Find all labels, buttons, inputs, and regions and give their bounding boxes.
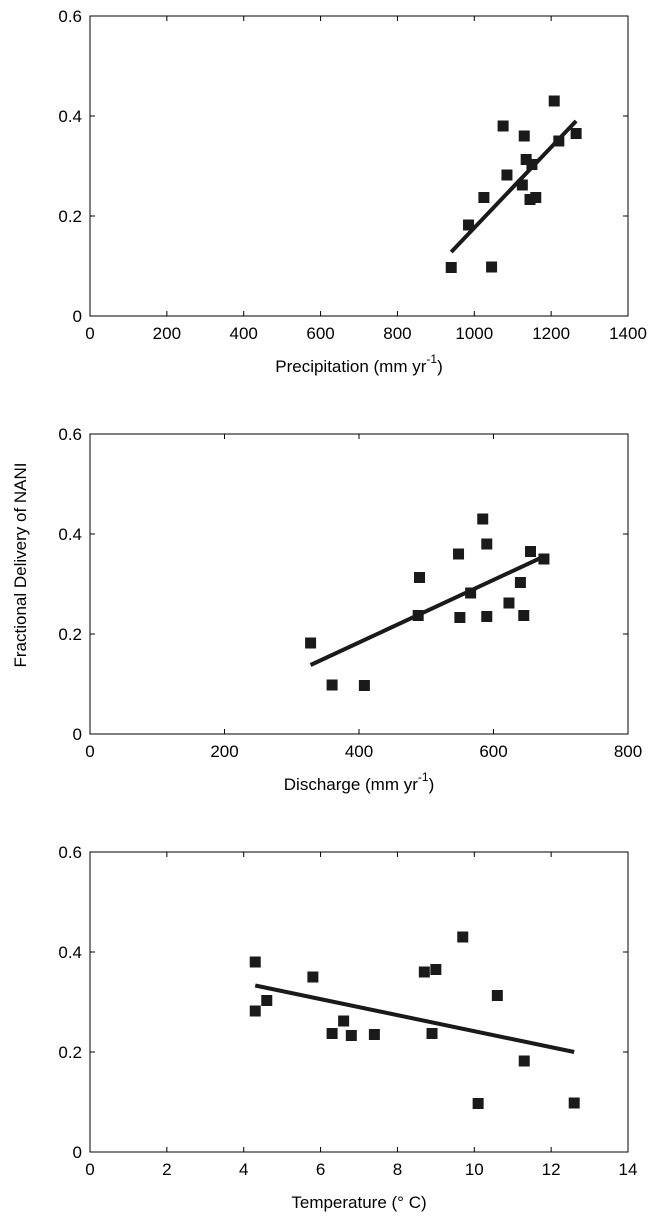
precip-x-axis-label-sup: -1 <box>426 352 437 366</box>
temp-data-point <box>249 956 261 968</box>
discharge-x-tick-label: 600 <box>479 742 507 761</box>
discharge-data-point <box>503 597 515 609</box>
precip-data-point <box>497 120 509 132</box>
temp-data-point <box>338 1015 350 1027</box>
temp-x-tick-label: 14 <box>619 1160 638 1179</box>
precip-y-tick-label: 0.6 <box>58 7 82 26</box>
precip-x-tick-label: 0 <box>85 324 94 343</box>
discharge-data-point <box>412 610 424 621</box>
discharge-fit-line <box>309 553 547 667</box>
precip-x-axis-label-main: Precipitation (mm yr <box>275 357 426 376</box>
discharge-data-point <box>524 546 536 557</box>
discharge-x-axis-label-tail: ) <box>429 775 435 794</box>
precip-x-tick-label: 1000 <box>455 324 493 343</box>
precip-data-point <box>518 130 530 142</box>
discharge-data-point <box>465 587 477 599</box>
temp-axes-frame <box>89 851 629 1153</box>
precip-x-tick-label: 200 <box>153 324 181 343</box>
precip-y-tick-label: 0.4 <box>58 107 82 126</box>
temp-data-point <box>249 1005 261 1017</box>
precip-y-tick-label: 0 <box>73 307 82 326</box>
discharge-data-point <box>481 611 493 622</box>
discharge-y-tick-label: 0.4 <box>58 525 82 544</box>
temp-x-axis-label: Temperature (° C) <box>291 1193 426 1212</box>
discharge-data-point <box>305 637 317 649</box>
discharge-data-point <box>453 548 465 560</box>
discharge-x-tick-label: 200 <box>210 742 238 761</box>
precip-data-point <box>570 128 582 139</box>
discharge-y-tick-label: 0 <box>73 725 82 744</box>
discharge-x-tick-label: 0 <box>85 742 94 761</box>
temp-x-tick-label: 0 <box>85 1160 94 1179</box>
discharge-data-point <box>514 577 526 588</box>
precip-data-point <box>548 95 560 107</box>
precip-data-point <box>445 262 457 273</box>
temp-data-point <box>345 1030 357 1041</box>
discharge-data-point <box>326 679 338 691</box>
temp-data-point <box>418 966 430 978</box>
discharge-data-point <box>358 680 370 691</box>
temp-x-tick-label: 10 <box>465 1160 484 1179</box>
discharge-data-point <box>454 612 466 623</box>
precip-data-point <box>486 261 498 273</box>
temp-x-tick-label: 4 <box>239 1160 248 1179</box>
temp-data-point <box>457 931 469 943</box>
temp-x-axis-label-main: Temperature (° C) <box>291 1193 426 1212</box>
discharge-y-tick-label: 0.6 <box>58 425 82 444</box>
temp-data-point <box>491 990 503 1001</box>
precipitation-panel: 0 200 400 600 800 1000 1200 1400 0 0.2 0.4 0.6 Preci… <box>58 7 647 376</box>
temp-y-tick-label: 0 <box>73 1143 82 1162</box>
temp-data-point <box>368 1029 380 1040</box>
temp-y-tick-label: 0.6 <box>58 843 82 862</box>
discharge-x-axis-label: Discharge (mm yr-1) <box>284 770 434 794</box>
temp-data-point <box>307 971 319 983</box>
discharge-x-tick-label: 800 <box>614 742 642 761</box>
discharge-panel: 0 200 400 600 800 0 0.2 0.4 0.6 Discharge (mm yr-… <box>58 425 642 794</box>
precip-data-point <box>463 219 475 231</box>
temperature-panel: 0 2 4 6 8 10 12 14 0 0.2 0.4 0.6 Temperature (° C) <box>58 843 637 1212</box>
precip-data-point <box>553 135 565 147</box>
discharge-data-point <box>538 553 550 565</box>
precip-y-tick-label: 0.2 <box>58 207 82 226</box>
precip-data-point <box>526 159 538 170</box>
discharge-y-tick-label: 0.2 <box>58 625 82 644</box>
discharge-data-point <box>481 538 493 550</box>
precip-data-point <box>501 169 513 181</box>
temp-x-tick-label: 12 <box>542 1160 561 1179</box>
temp-x-tick-label: 8 <box>393 1160 402 1179</box>
temp-y-tick-label: 0.2 <box>58 1043 82 1062</box>
discharge-data-point <box>477 513 489 525</box>
discharge-data-point <box>518 610 530 621</box>
temp-data-point <box>426 1028 438 1039</box>
temp-x-tick-label: 2 <box>162 1160 171 1179</box>
temp-data-point <box>472 1098 484 1109</box>
temp-fit-line <box>254 983 575 1054</box>
precip-x-axis-label: Precipitation (mm yr-1) <box>275 352 442 376</box>
precip-data-point <box>478 192 490 203</box>
precip-x-axis-label-tail: ) <box>437 357 443 376</box>
temp-data-point <box>326 1028 338 1039</box>
precip-data-point <box>524 194 536 205</box>
discharge-x-axis-label-sup: -1 <box>418 770 429 784</box>
precip-data-point <box>516 179 528 191</box>
precip-x-tick-label: 800 <box>383 324 411 343</box>
temp-x-tick-label: 6 <box>316 1160 325 1179</box>
shared-y-axis-label: Fractional Delivery of NANI <box>11 462 30 667</box>
precip-x-tick-label: 600 <box>306 324 334 343</box>
precip-data-point <box>530 192 542 203</box>
temp-data-point <box>518 1055 530 1067</box>
temp-data-point <box>568 1097 580 1109</box>
temp-data-point <box>430 964 442 975</box>
precip-axes-frame <box>89 15 629 317</box>
precip-data-point <box>520 154 532 165</box>
precip-x-tick-label: 1400 <box>609 324 647 343</box>
temp-data-point <box>261 995 273 1006</box>
discharge-x-tick-label: 400 <box>345 742 373 761</box>
discharge-x-axis-label-main: Discharge (mm yr <box>284 775 418 794</box>
precip-x-tick-label: 400 <box>230 324 258 343</box>
temp-y-tick-label: 0.4 <box>58 943 82 962</box>
precip-x-tick-label: 1200 <box>532 324 570 343</box>
discharge-data-point <box>414 572 426 583</box>
